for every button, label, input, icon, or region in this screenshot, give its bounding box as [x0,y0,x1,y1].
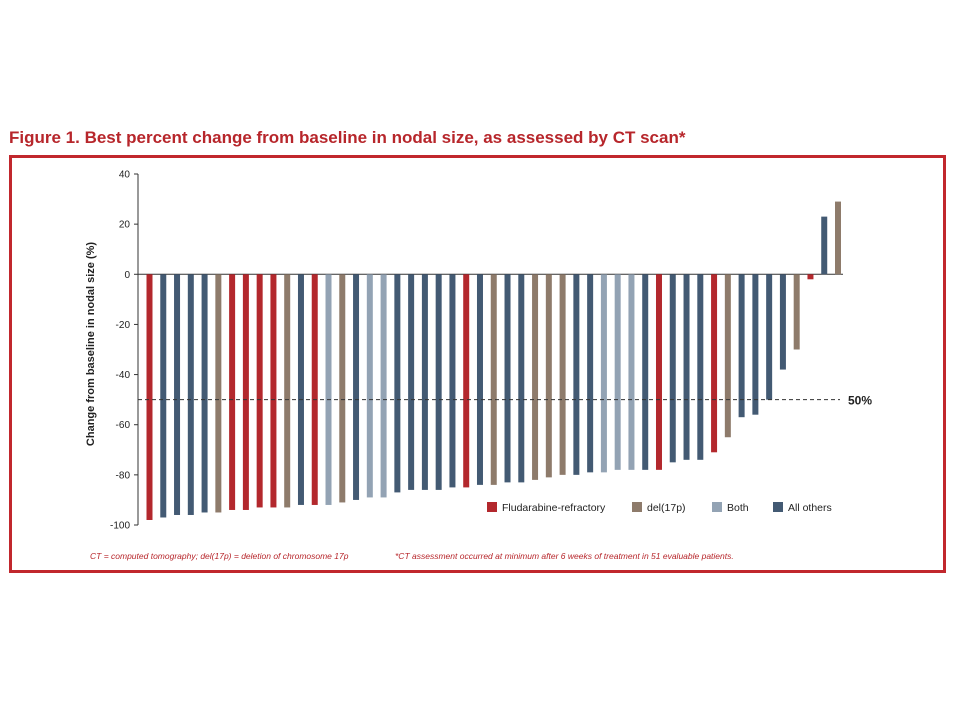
bar [779,274,786,370]
bar [187,274,194,515]
bar [256,274,263,508]
legend-swatch [712,502,722,512]
bar [683,274,690,460]
bar [380,274,387,498]
legend: Fludarabine-refractory del(17p) Both All ot… [487,502,832,514]
bar [242,274,249,510]
threshold-group: 50% [138,394,872,408]
footnote-assessment: *CT assessment occurred at minimum after… [395,551,734,561]
y-tick-label: -20 [116,320,131,331]
bar [215,274,222,513]
bar [559,274,566,475]
bar [408,274,415,490]
bar [490,274,497,485]
bar [807,274,814,280]
legend-label: Fludarabine-refractory [502,502,606,514]
legend-swatch [487,502,497,512]
footnote-abbreviations: CT = computed tomography; del(17p) = del… [90,551,349,561]
bar [174,274,181,515]
legend-swatch [773,502,783,512]
y-axis: 40 20 0 -20 -40 -60 -80 -100 [110,170,843,532]
bar [697,274,704,460]
bar [366,274,373,498]
y-tick-label: 0 [124,270,130,281]
legend-swatch [632,502,642,512]
y-axis-label: Change from baseline in nodal size (%) [85,242,97,446]
bar [325,274,332,505]
bar [752,274,759,415]
bar [421,274,428,490]
y-tick-label: -80 [116,470,131,481]
bar [463,274,470,488]
bar [587,274,594,473]
bar [628,274,635,470]
bar [284,274,291,508]
bar [449,274,456,488]
bar [724,274,731,438]
bar [435,274,442,490]
bar [738,274,745,418]
bar [504,274,511,483]
bar [545,274,552,478]
bar [339,274,346,503]
bar [311,274,318,505]
bar [146,274,153,520]
bar [711,274,718,453]
legend-label: All others [788,502,832,514]
bar [394,274,401,493]
threshold-label: 50% [848,394,872,408]
bar [297,274,304,505]
bar [821,216,828,275]
y-tick-label: 20 [119,220,131,231]
bar [835,201,841,275]
bar [518,274,525,483]
bar [532,274,539,480]
bar [655,274,662,470]
figure-title: Figure 1. Best percent change from basel… [9,128,686,147]
bar [201,274,208,513]
bar [642,274,649,470]
bar [353,274,360,500]
bar [614,274,621,470]
bar [476,274,483,485]
bar [160,274,167,518]
bar [573,274,580,475]
y-tick-label: -40 [116,370,131,381]
bar [669,274,676,463]
bar [270,274,277,508]
bar [793,274,800,350]
y-tick-label: -60 [116,420,131,431]
bar [766,274,773,400]
y-tick-label: -100 [110,521,130,532]
bar [229,274,236,510]
bar [600,274,607,473]
y-tick-label: 40 [119,170,131,181]
legend-label: Both [727,502,749,514]
legend-label: del(17p) [647,502,686,514]
bars-group [146,201,841,520]
